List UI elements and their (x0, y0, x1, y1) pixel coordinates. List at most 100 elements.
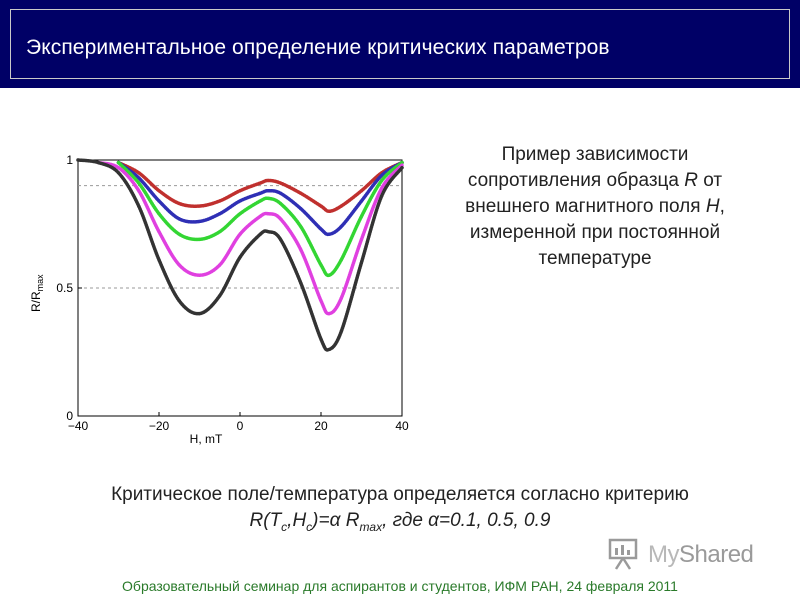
criterion-formula: R(Tc,Hc)=α Rmax, где α=0.1, 0.5, 0.9 (40, 508, 760, 540)
point-red-10 (299, 191, 303, 195)
description-line-3: внешнего магнитного поля H, (440, 194, 750, 220)
x-tick-label-4: 40 (395, 419, 409, 433)
x-tick-label-1: −20 (149, 419, 170, 433)
point-green-1 (137, 181, 141, 185)
formula-tail: , где α=0.1, 0.5, 0.9 (382, 510, 551, 531)
description-line-2: сопротивления образца R от (440, 168, 750, 194)
point-magenta-7 (238, 232, 242, 236)
point-black-8 (238, 255, 242, 259)
point-blue-11 (319, 227, 323, 231)
point-magenta-11 (299, 248, 303, 252)
point-green-2 (157, 212, 161, 216)
point-black-13 (319, 337, 323, 341)
point-blue-14 (359, 199, 364, 203)
point-black-14 (327, 347, 331, 352)
point-red-6 (238, 189, 242, 193)
point-blue-7 (258, 191, 262, 195)
watermark-text: MyShared (648, 541, 754, 569)
point-magenta-3 (157, 230, 161, 234)
point-red-14 (359, 189, 364, 193)
point-green-6 (238, 212, 242, 216)
point-black-15 (339, 329, 343, 334)
point-black-3 (137, 204, 141, 208)
point-red-4 (197, 204, 202, 208)
point-red-7 (258, 181, 262, 185)
point-black-4 (157, 258, 161, 262)
criterion-line-1: Критическое поле/температура определяетс… (111, 484, 689, 505)
point-black-2 (116, 171, 121, 175)
point-blue-13 (339, 224, 343, 229)
point-black-1 (96, 160, 100, 165)
point-red-1 (137, 171, 141, 175)
point-black-10 (266, 230, 270, 234)
point-blue-3 (177, 217, 181, 221)
description-line-1: Пример зависимости (501, 144, 689, 165)
point-black-18 (400, 166, 404, 170)
point-blue-5 (218, 212, 222, 216)
y-tick-label-2: 1 (66, 153, 73, 167)
point-green-9 (278, 201, 283, 206)
point-red-5 (218, 199, 222, 203)
point-magenta-17 (400, 163, 404, 167)
description-line-4: измеренной при постоянной (469, 222, 721, 243)
point-red-8 (266, 178, 270, 183)
point-green-0 (116, 160, 121, 165)
var-r: R (684, 170, 698, 191)
formula-sub-c2: c (306, 519, 313, 534)
comma: , (719, 196, 725, 217)
point-red-9 (278, 181, 283, 185)
var-h: H (705, 196, 720, 217)
point-magenta-2 (137, 189, 141, 193)
point-magenta-6 (218, 263, 222, 267)
point-red-2 (157, 189, 161, 193)
point-blue-6 (238, 199, 242, 203)
point-black-12 (299, 281, 303, 285)
point-magenta-15 (359, 237, 364, 241)
description-line-3-text: внешнего магнитного поля (465, 196, 701, 217)
point-green-10 (299, 224, 303, 229)
point-green-5 (218, 230, 222, 234)
point-green-13 (339, 258, 343, 262)
formula-r: R(T (249, 510, 282, 531)
point-black-9 (258, 232, 262, 236)
myshared-watermark: MyShared (606, 536, 766, 574)
y-tick-label-1: 0.5 (56, 281, 73, 295)
point-black-11 (278, 237, 283, 241)
point-black-6 (197, 312, 202, 316)
point-black-5 (177, 299, 181, 303)
chart-description: Пример зависимости сопротивления образца… (440, 142, 750, 272)
y-axis-label: R/Rmax (29, 274, 45, 312)
point-red-12 (327, 209, 331, 213)
point-green-15 (380, 178, 384, 183)
series-magenta (96, 160, 404, 316)
point-magenta-9 (266, 212, 270, 216)
word-ot: от (703, 170, 723, 191)
y-tick-label-0: 0 (66, 409, 73, 423)
formula-sub-max: max (359, 519, 383, 534)
x-axis-label: H, mT (190, 432, 223, 446)
point-blue-9 (278, 191, 283, 195)
point-red-3 (177, 201, 181, 206)
formula-sub-c1: c (281, 519, 288, 534)
point-magenta-1 (116, 166, 121, 170)
point-magenta-13 (327, 312, 331, 316)
x-tick-label-3: 20 (314, 419, 328, 433)
point-black-7 (218, 294, 222, 298)
y-axis-label-subscript: max (35, 274, 45, 292)
point-green-4 (197, 237, 202, 241)
point-blue-12 (327, 232, 331, 236)
point-magenta-8 (258, 214, 262, 218)
point-blue-1 (137, 176, 141, 180)
description-line-2-text: сопротивления образца (467, 170, 679, 191)
point-black-0 (76, 158, 80, 162)
point-green-3 (177, 232, 181, 236)
x-tick-label-2: 0 (237, 419, 244, 433)
chart-svg: −40 −20 0 20 40 0 0.5 1 H, mT R/Rmax (29, 153, 409, 446)
formula-eq: )=α R (312, 510, 360, 531)
resistance-chart: −40 −20 0 20 40 0 0.5 1 H, mT R/Rmax (22, 150, 422, 450)
point-blue-2 (157, 199, 161, 203)
point-magenta-12 (319, 299, 323, 303)
slide-header: Экспериментальное определение критически… (0, 0, 800, 88)
point-green-8 (266, 196, 270, 200)
point-green-7 (258, 199, 262, 203)
